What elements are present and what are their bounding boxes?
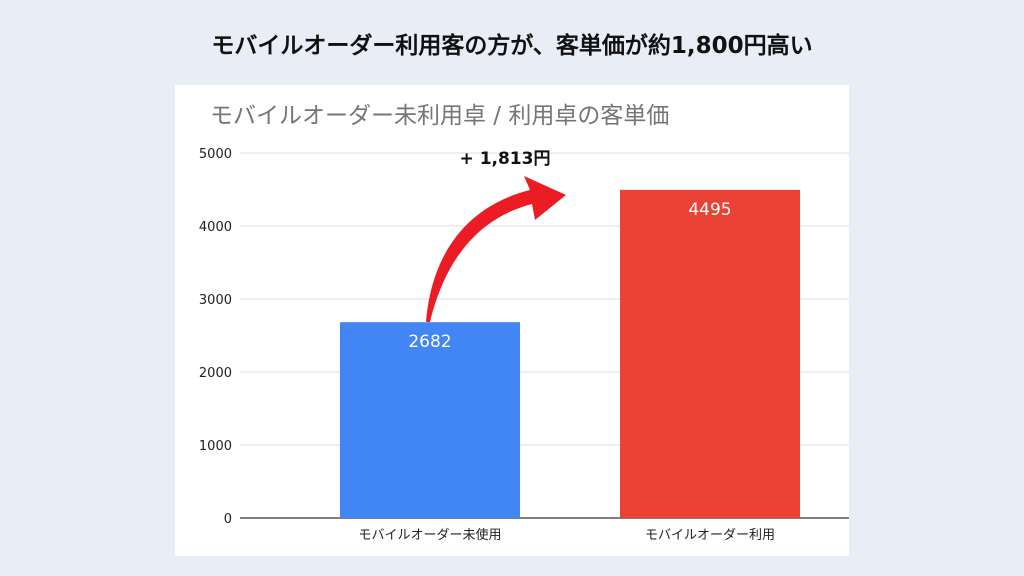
y-tick-label: 1000: [199, 439, 232, 454]
chart-title: モバイルオーダー未利用卓 / 利用卓の客単価: [210, 103, 669, 129]
y-tick-label: 3000: [199, 293, 232, 308]
bar: [620, 189, 800, 519]
x-tick-label: モバイルオーダー未使用: [358, 527, 501, 543]
y-tick-label: 4000: [199, 220, 232, 235]
y-tick-label: 0: [224, 512, 232, 527]
difference-annotation: + 1,813円: [460, 149, 551, 169]
data-label: 2682: [408, 332, 451, 352]
data-label: 4495: [688, 200, 731, 220]
y-tick-label: 2000: [199, 366, 232, 381]
y-tick-label: 5000: [199, 147, 232, 162]
x-tick-label: モバイルオーダー利用: [645, 528, 775, 543]
headline: モバイルオーダー利用客の方が、客単価が約1,800円高い: [211, 33, 813, 59]
growth-arrow-icon: [426, 176, 566, 322]
bar: [340, 322, 520, 518]
